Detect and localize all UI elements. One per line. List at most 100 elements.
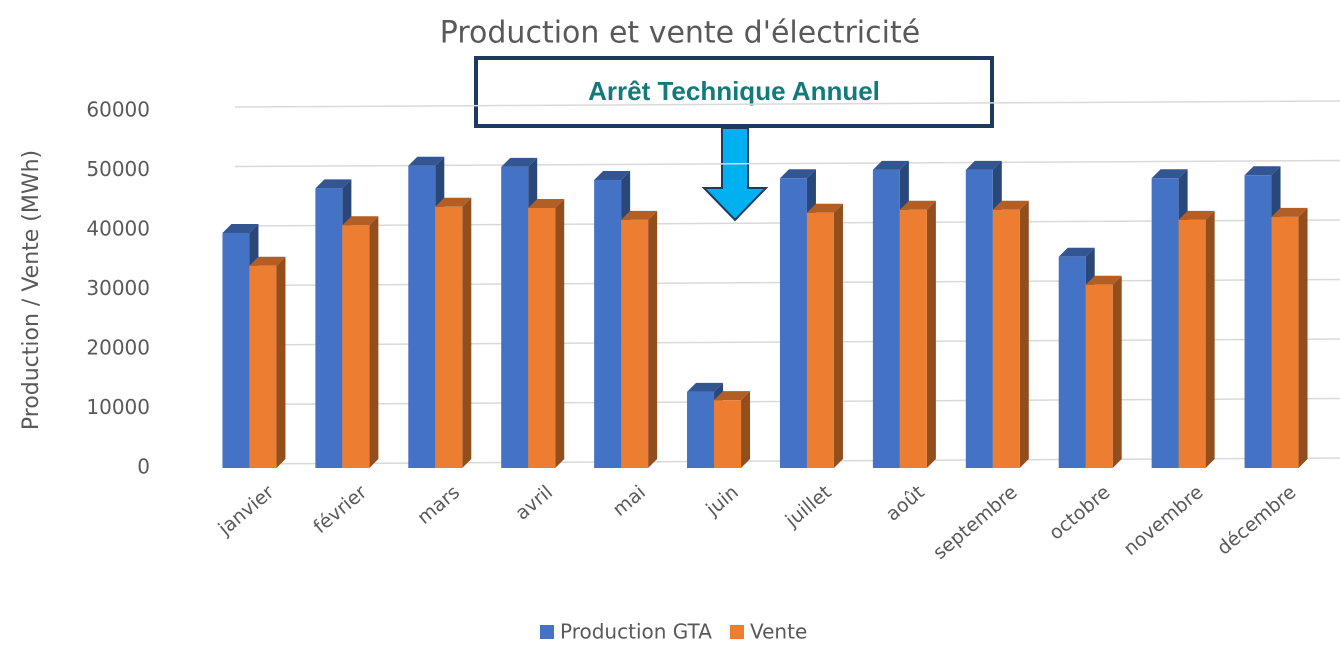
- x-tick-label: décembre: [1213, 481, 1300, 559]
- legend-swatch: [730, 625, 744, 639]
- bar-front: [594, 180, 622, 468]
- bar-front: [1151, 178, 1179, 469]
- x-tick-label: juillet: [781, 481, 836, 532]
- x-tick-label: mars: [413, 481, 464, 529]
- annotation: Arrêt Technique Annuel: [474, 56, 994, 222]
- x-tick-label: février: [309, 481, 371, 538]
- legend-label: Production GTA: [560, 620, 712, 644]
- legend-label: Vente: [750, 620, 807, 644]
- bar: [435, 197, 472, 469]
- bar-front: [872, 169, 900, 468]
- bar-front: [501, 166, 529, 468]
- bar: [249, 256, 286, 468]
- bar-front: [342, 225, 370, 468]
- bar-front: [528, 207, 556, 469]
- bar-front: [249, 265, 277, 468]
- bar: [806, 203, 843, 468]
- bar-top: [249, 256, 286, 266]
- bar-top: [1178, 210, 1215, 220]
- annotation-text: Arrêt Technique Annuel: [588, 76, 880, 106]
- annotation-box: [474, 56, 994, 128]
- legend-swatch: [540, 625, 554, 639]
- x-tick-label: mai: [609, 481, 650, 521]
- bar-side: [555, 198, 565, 469]
- bar-top: [594, 171, 631, 181]
- chart-title: Production et vente d'électricité: [440, 16, 920, 51]
- bar-front: [779, 178, 807, 469]
- bar-top: [992, 200, 1029, 210]
- bar-side: [1205, 210, 1215, 468]
- bar: [621, 210, 658, 468]
- grid-line: [234, 159, 1340, 168]
- bar-front: [1271, 216, 1299, 468]
- bar-front: [899, 209, 927, 468]
- bar-side: [1112, 275, 1122, 468]
- bar-front: [965, 169, 993, 468]
- bar: [1085, 275, 1122, 468]
- bar-front: [435, 206, 463, 469]
- bar-front: [1244, 175, 1272, 468]
- bar-top: [872, 160, 909, 170]
- bar-top: [1151, 169, 1188, 179]
- bar-top: [687, 382, 724, 392]
- y-tick-label: 60000: [86, 98, 150, 122]
- bar-front: [408, 165, 436, 469]
- bar-side: [926, 200, 936, 468]
- bar-top: [806, 203, 843, 213]
- x-tick-label: septembre: [929, 481, 1022, 564]
- bar-front: [315, 188, 343, 468]
- y-tick-label: 10000: [86, 395, 150, 419]
- bar-top: [899, 200, 936, 210]
- bar-side: [276, 256, 286, 468]
- x-tick-label: juin: [701, 481, 742, 521]
- bar-side: [648, 210, 658, 468]
- y-tick-label: 30000: [86, 276, 150, 300]
- bar-top: [501, 157, 538, 167]
- bar-top: [342, 216, 379, 226]
- bar-side: [833, 203, 843, 468]
- y-tick-label: 0: [137, 455, 150, 479]
- x-tick-label: août: [882, 481, 929, 525]
- annotation-arrow: [701, 127, 769, 222]
- y-axis-label: Production / Vente (MWh): [19, 150, 44, 430]
- bar-side: [369, 216, 379, 468]
- bar: [714, 391, 751, 468]
- bar-top: [1085, 275, 1122, 285]
- x-tick-label: janvier: [214, 481, 279, 540]
- bar-top: [965, 160, 1002, 170]
- x-tick-label: novembre: [1119, 481, 1207, 560]
- bar-top: [1058, 247, 1095, 257]
- bar-front: [1085, 284, 1113, 468]
- bar-front: [806, 212, 834, 468]
- grid-line: [234, 100, 1340, 108]
- bar-front: [621, 219, 649, 468]
- bar: [899, 200, 936, 468]
- bar-top: [408, 156, 445, 166]
- bar-side: [1298, 207, 1308, 468]
- bar: [528, 198, 565, 469]
- bar-top: [1244, 166, 1281, 176]
- bar: [1271, 207, 1308, 468]
- y-tick-label: 40000: [86, 217, 150, 241]
- x-tick-label: avril: [511, 481, 557, 524]
- bar-side: [462, 197, 472, 469]
- bar-front: [1058, 256, 1086, 468]
- bar-top: [528, 198, 565, 208]
- y-tick-label: 50000: [86, 157, 150, 181]
- bar: [1178, 210, 1215, 468]
- bar-side: [1019, 200, 1029, 468]
- x-tick-label: octobre: [1045, 481, 1115, 544]
- bar-top: [315, 179, 352, 189]
- bar-side: [741, 391, 751, 468]
- bar-top: [779, 169, 816, 179]
- bar-top: [621, 210, 658, 220]
- bar: [342, 216, 379, 468]
- bar-front: [687, 391, 715, 468]
- bar-top: [435, 197, 472, 207]
- bar-front: [714, 400, 742, 468]
- bar-top: [714, 391, 751, 401]
- bar-top: [1271, 207, 1308, 217]
- bar: [992, 200, 1029, 468]
- y-tick-label: 20000: [86, 336, 150, 360]
